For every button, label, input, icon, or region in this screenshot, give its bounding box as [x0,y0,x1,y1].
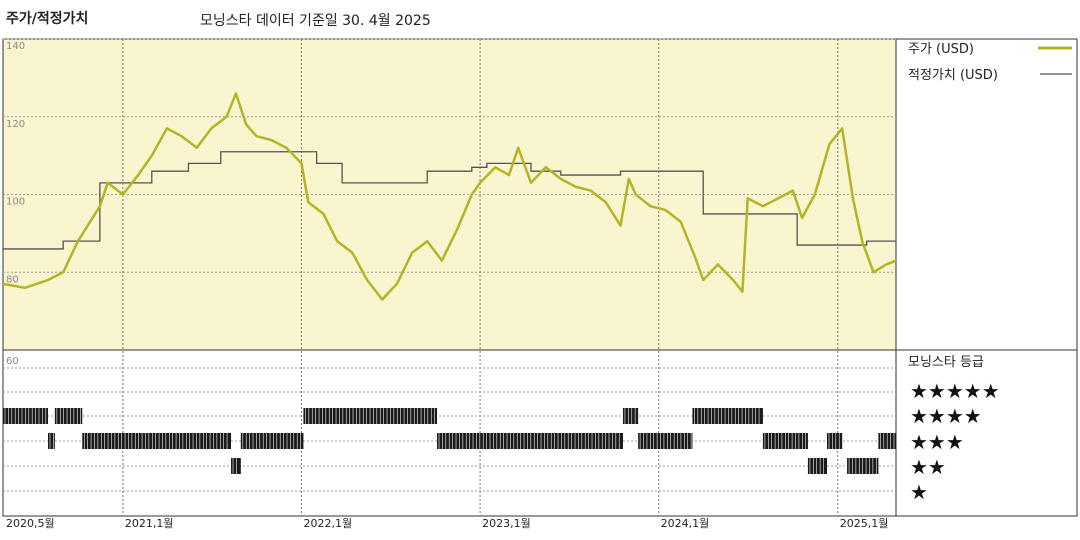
price-series-line [2,92,897,301]
rating-bar [437,433,623,449]
rating-bar [827,433,843,449]
chart-title: 주가/적정가치 [6,11,89,27]
rating-2-stars: ★★ [910,455,946,479]
x-tick-layer: 2020,5월 2021,1월 2022,1월 2023,1월 2024,1월 2025,… [6,517,888,530]
rating-legend-title: 모닝스타 등급 [908,355,984,370]
rating-bar [807,458,828,474]
rating-bar [240,433,304,449]
y-tick-label: 100 [6,197,25,208]
rating-bar [231,458,241,474]
rating-5-stars: ★★★★★ [910,379,1000,403]
x-tick-label: 2020,5월 [6,517,55,530]
rating-layer [3,408,896,474]
x-tick-label: 2021,1월 [125,517,174,530]
data-date-subtitle: 모닝스타 데이터 기준일 30. 4월 2025 [200,13,431,29]
fair-value-series-line [3,151,896,250]
x-tick-label: 2022,1월 [303,517,352,530]
legend-price-label: 주가 (USD) [908,42,974,57]
rating-3-stars: ★★★ [910,430,964,454]
y-tick-label: 80 [6,274,19,285]
rating-bar [847,458,879,474]
rating-bar [692,408,763,424]
rating-bar [3,408,49,424]
rating-panel-y-label: 60 [6,356,19,367]
price-layer [2,92,897,301]
rating-bar [82,433,232,449]
rating-bar [303,408,438,424]
y-tick-layer: 140 120 100 80 60 [6,41,25,367]
x-tick-label: 2024,1월 [661,517,710,530]
rating-bar [762,433,808,449]
rating-bar [622,408,639,424]
x-tick-label: 2023,1월 [482,517,531,530]
legend-fair-value-label: 적정가치 (USD) [908,68,998,83]
rating-bar [54,408,83,424]
rating-bar [638,433,693,449]
y-tick-label: 140 [6,41,25,52]
rating-bar [48,433,55,449]
fair-value-layer [3,151,896,250]
rating-1-star: ★ [910,480,928,504]
rating-4-stars: ★★★★ [910,404,982,428]
x-tick-label: 2025,1월 [840,517,889,530]
rating-bar [878,433,896,449]
y-tick-label: 120 [6,119,25,130]
